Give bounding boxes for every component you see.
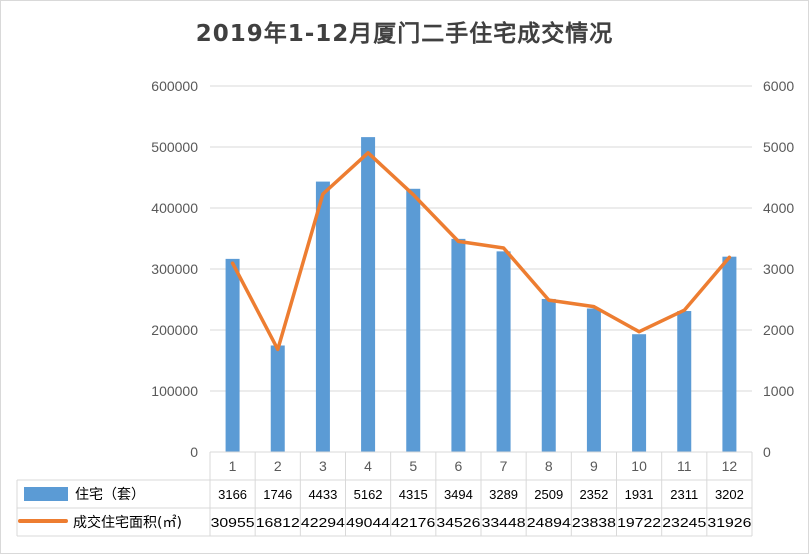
table-cell-value: 5162 — [354, 487, 383, 502]
line-point — [411, 193, 415, 197]
line-point — [637, 330, 641, 334]
table-cell-value: 2352 — [579, 487, 608, 502]
y-left-tick-label: 0 — [190, 444, 198, 460]
x-tick-label: 11 — [677, 458, 692, 474]
table-cell-value: 23245 — [662, 515, 706, 530]
table-cell-value: 49044 — [346, 515, 390, 530]
x-tick-label: 9 — [590, 458, 598, 474]
table-cell-value: 31926 — [707, 515, 751, 530]
bar — [270, 345, 285, 452]
bar — [406, 188, 421, 452]
legend-label: 住宅（套） — [75, 487, 145, 503]
y-right-tick-label: 5000 — [763, 139, 794, 155]
table-cell-value: 19722 — [617, 515, 661, 530]
y-right-tick-label: 3000 — [763, 261, 794, 277]
x-tick-label: 7 — [500, 458, 508, 474]
y-left-tick-label: 300000 — [151, 261, 198, 277]
x-tick-label: 10 — [631, 458, 647, 474]
y-right-tick-label: 0 — [763, 444, 771, 460]
bar — [722, 256, 737, 452]
bar — [677, 311, 692, 452]
line-point — [592, 305, 596, 309]
line-point — [727, 255, 731, 259]
line-point — [682, 308, 686, 312]
table-cell-value: 23838 — [572, 515, 616, 530]
legend-key-bar — [24, 487, 68, 501]
x-tick-label: 6 — [455, 458, 463, 474]
x-tick-label: 1 — [229, 458, 237, 474]
table-cell-value: 42176 — [391, 515, 435, 530]
chart-title: 2019年1-12月厦门二手住宅成交情况 — [195, 21, 614, 47]
table-cell-value: 2509 — [534, 487, 563, 502]
y-left-tick-label: 400000 — [151, 200, 198, 216]
line-point — [456, 239, 460, 243]
bar — [496, 251, 511, 452]
line-point — [231, 261, 235, 265]
table-cell-value: 3494 — [444, 487, 473, 502]
bar — [315, 181, 330, 452]
y-left-tick-label: 600000 — [151, 78, 198, 94]
legend-label: 成交住宅面积(㎡) — [73, 514, 182, 531]
bar — [451, 238, 466, 452]
x-tick-label: 3 — [319, 458, 327, 474]
x-tick-label: 2 — [274, 458, 282, 474]
line-point — [321, 192, 325, 196]
line-point — [547, 298, 551, 302]
bar — [632, 334, 647, 452]
table-cell-value: 4433 — [308, 487, 337, 502]
bar — [586, 308, 601, 452]
line-point — [276, 347, 280, 351]
table-cell-value: 16812 — [256, 515, 300, 530]
bar — [225, 258, 240, 452]
table-cell-value: 33448 — [482, 515, 526, 530]
table-cell-value: 42294 — [301, 515, 345, 530]
x-tick-label: 5 — [409, 458, 417, 474]
y-right-tick-label: 6000 — [763, 78, 794, 94]
line-point — [502, 246, 506, 250]
y-right-tick-label: 4000 — [763, 200, 794, 216]
table-cell-value: 4315 — [399, 487, 428, 502]
y-left-tick-label: 200000 — [151, 322, 198, 338]
y-right-tick-label: 2000 — [763, 322, 794, 338]
table-cell-value: 3166 — [218, 487, 247, 502]
y-right-tick-label: 1000 — [763, 383, 794, 399]
x-tick-label: 4 — [364, 458, 372, 474]
table-cell-value: 1931 — [625, 487, 654, 502]
x-tick-label: 12 — [722, 458, 738, 474]
table-cell-value: 24894 — [527, 515, 571, 530]
bar — [541, 298, 556, 452]
series-line — [230, 151, 732, 352]
x-tick-label: 8 — [545, 458, 553, 474]
table-cell-value: 3202 — [715, 487, 744, 502]
table-cell-value: 3289 — [489, 487, 518, 502]
bar — [361, 137, 376, 453]
y-left-tick-label: 100000 — [151, 383, 198, 399]
line-point — [366, 151, 370, 155]
table-cell-value: 34526 — [436, 515, 480, 530]
y-left-tick-label: 500000 — [151, 139, 198, 155]
table-cell-value: 30955 — [211, 515, 255, 530]
table-cell-value: 2311 — [670, 487, 698, 502]
table-cell-value: 1746 — [263, 487, 292, 502]
